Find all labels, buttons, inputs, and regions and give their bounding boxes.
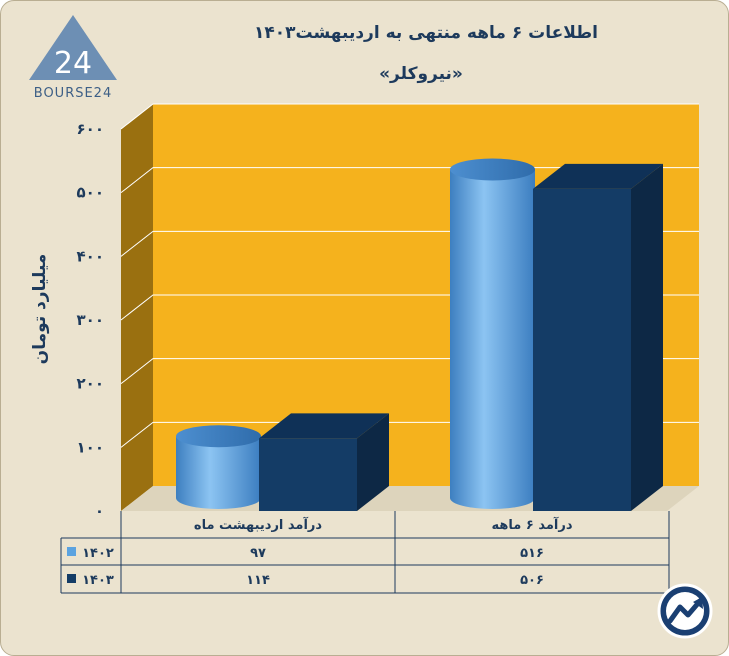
legend-label: ۱۴۰۲ <box>82 546 114 561</box>
logo: 24 BOURSE24 <box>29 15 117 101</box>
bar-series-1402 <box>176 425 261 510</box>
y-tick-label: ۰ <box>95 502 104 520</box>
bar-series-1403 <box>259 413 389 511</box>
data-table: درآمد اردیبهشت ماه درآمد ۶ ماهه ۱۴۰۲ ۹۷ ۵۱۶ ۱… <box>60 511 670 594</box>
category-label: درآمد اردیبهشت ماه <box>194 516 323 533</box>
chart-title: اطلاعات ۶ ماهه منتهی به اردیبهشت۱۴۰۳ <box>254 23 598 43</box>
y-axis-label: میلیارد تومان <box>30 254 50 365</box>
legend-label: ۱۴۰۳ <box>82 573 114 588</box>
data-label: ۹۷ <box>250 546 266 561</box>
y-tick-label: ۲۰۰ <box>77 375 104 393</box>
y-tick-label: ۳۰۰ <box>77 311 104 329</box>
y-ticks: ۰ ۱۰۰ ۲۰۰ ۳۰۰ ۴۰۰ ۵۰۰ ۶۰۰ <box>77 120 104 520</box>
data-label: ۱۱۴ <box>246 573 270 588</box>
gridline <box>120 103 699 130</box>
y-tick-label: ۴۰۰ <box>77 247 104 265</box>
y-tick-label: ۶۰۰ <box>77 120 104 138</box>
bars <box>176 158 663 511</box>
data-label: ۵۰۶ <box>520 573 544 588</box>
legend-swatch <box>67 547 76 556</box>
stock-trend-icon <box>657 583 713 639</box>
chart-subtitle: «نیروکلر» <box>379 64 463 84</box>
logo-triangle-icon <box>29 15 117 80</box>
y-tick-label: ۱۰۰ <box>77 438 104 456</box>
bar-series-1403 <box>533 163 663 511</box>
category-label: درآمد ۶ ماهه <box>492 516 573 533</box>
logo-text: BOURSE24 <box>34 86 112 101</box>
data-label: ۵۱۶ <box>520 546 544 561</box>
y-tick-label: ۵۰۰ <box>77 184 104 202</box>
legend-swatch <box>67 574 76 583</box>
bar-series-1402 <box>450 158 535 510</box>
logo-mark: 24 <box>54 46 92 81</box>
